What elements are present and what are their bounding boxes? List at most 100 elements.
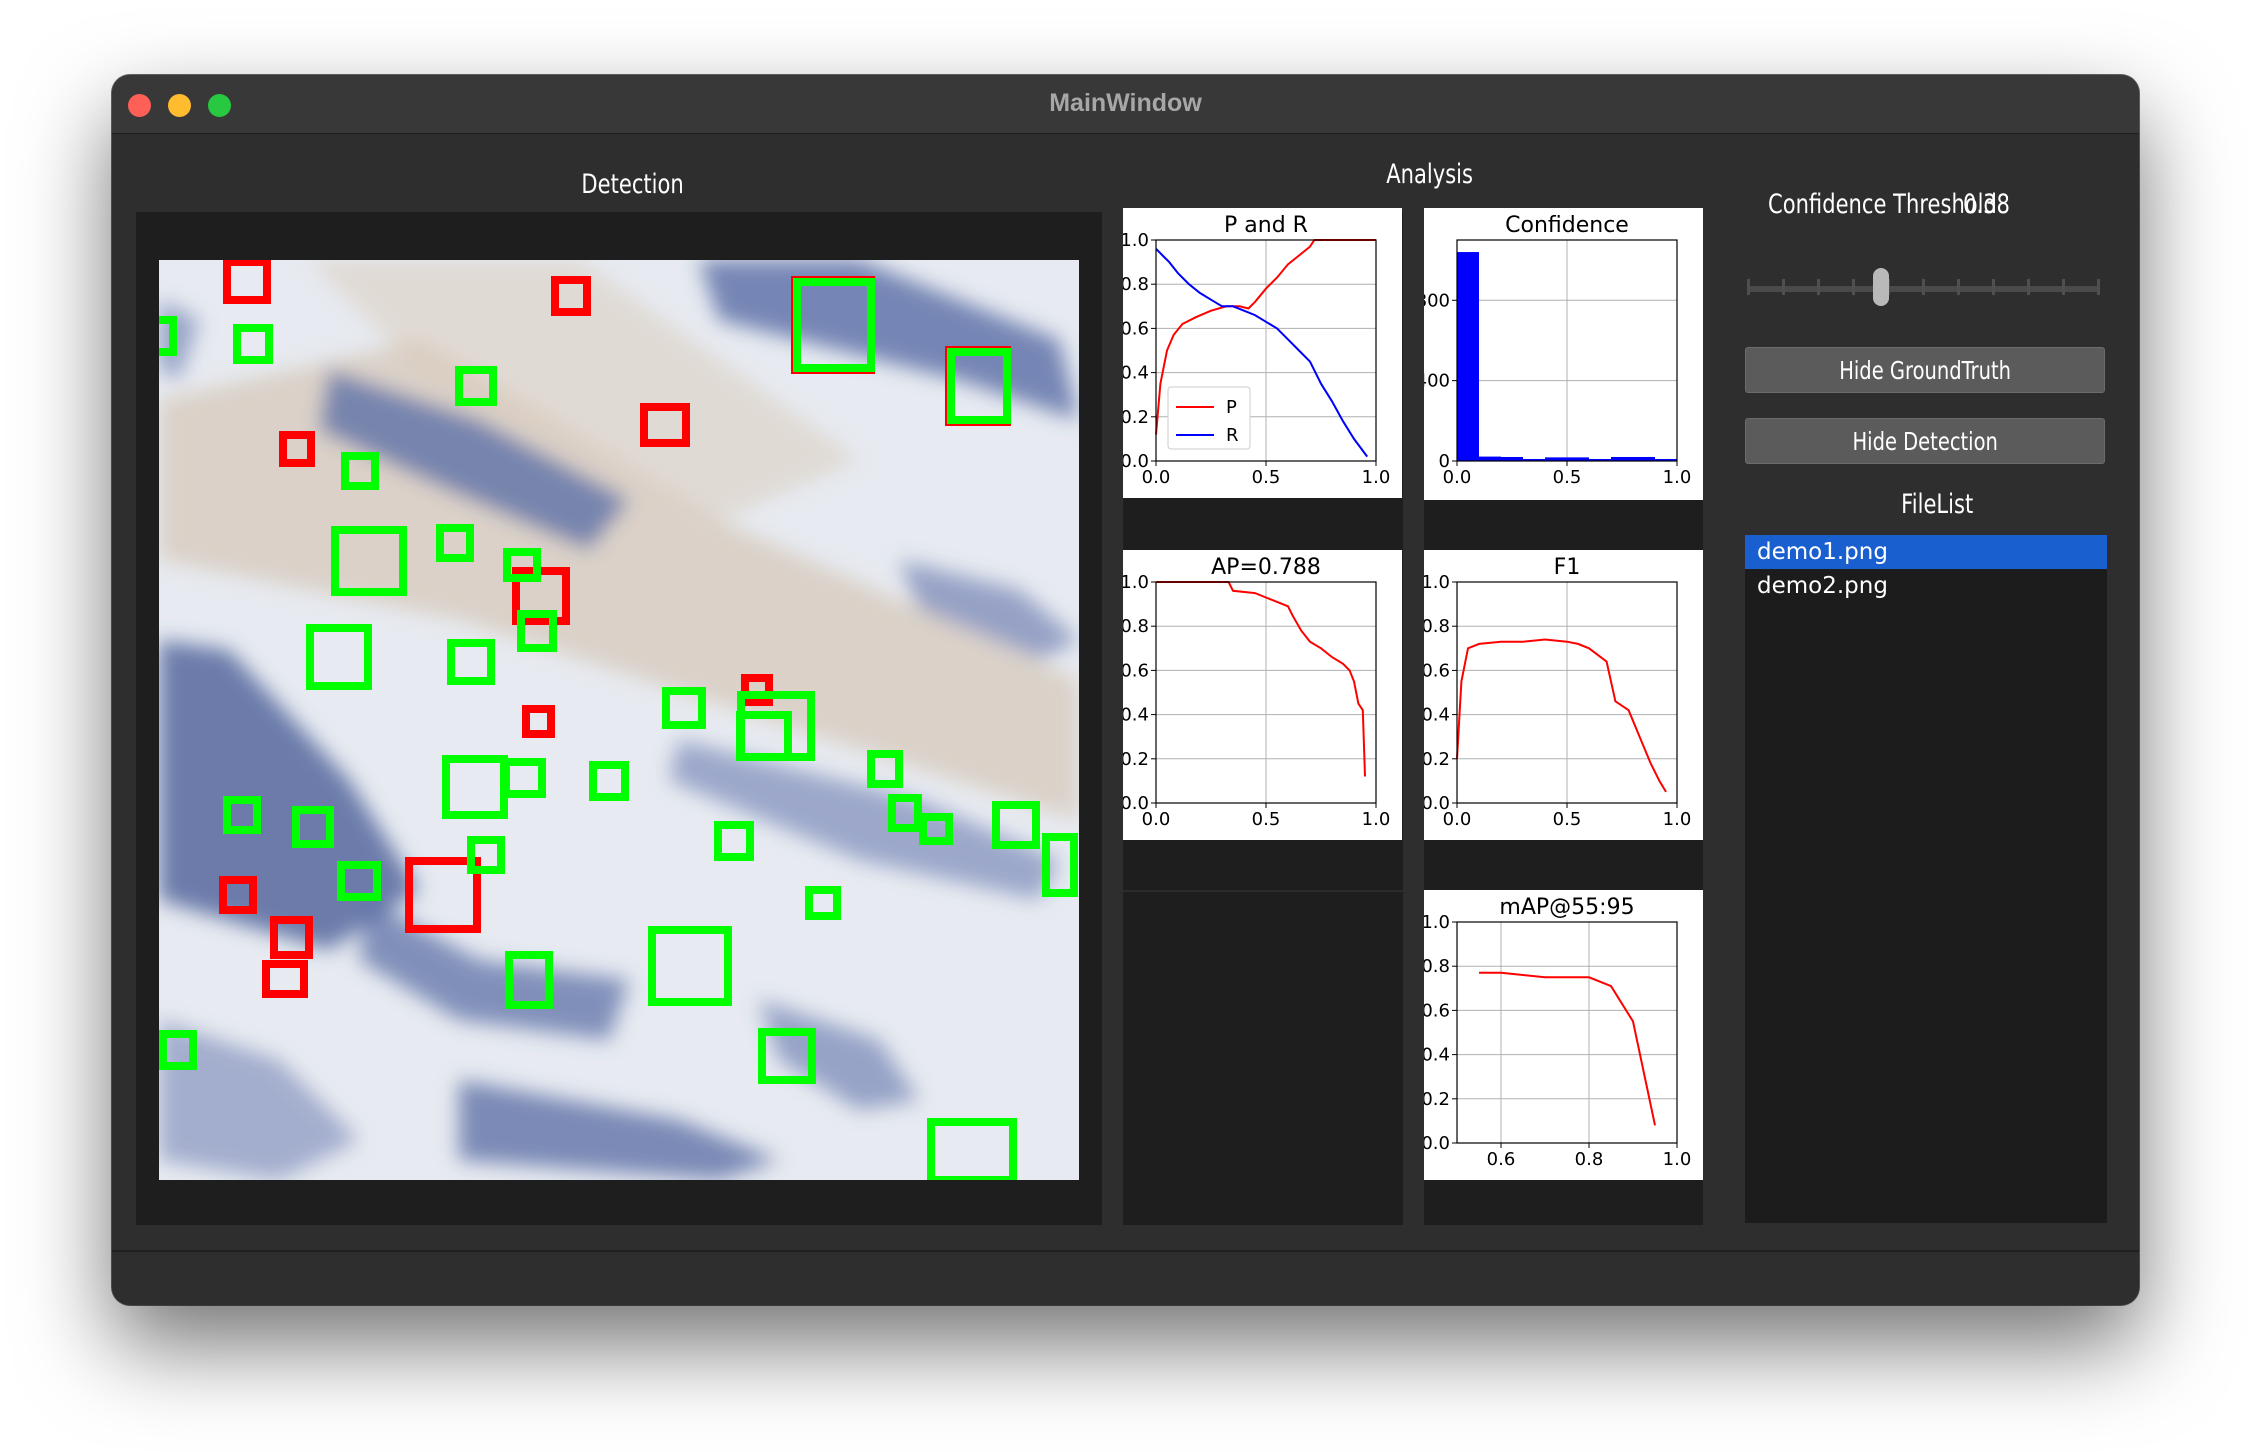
- detection-box: [867, 750, 903, 788]
- detection-box: [223, 796, 261, 834]
- y-tick-label: 0.0: [1123, 451, 1149, 472]
- minimize-window-button[interactable]: [168, 94, 191, 117]
- groundtruth-box: [551, 276, 591, 316]
- file-item-demo2[interactable]: demo2.png: [1757, 573, 1888, 599]
- x-tick-label: 1.0: [1362, 809, 1391, 830]
- threshold-slider-handle[interactable]: [1872, 268, 1889, 306]
- histogram-bar: [1479, 456, 1501, 461]
- groundtruth-box: [522, 705, 555, 738]
- groundtruth-box: [741, 674, 773, 706]
- legend-label: P: [1226, 397, 1237, 418]
- slider-tick: [1922, 279, 1925, 295]
- chart-title: mAP@55:95: [1499, 895, 1634, 920]
- hide-groundtruth-button[interactable]: Hide GroundTruth: [1745, 347, 2105, 393]
- detection-box: [447, 639, 495, 685]
- histogram-bar: [1655, 458, 1677, 461]
- legend-label: R: [1226, 425, 1239, 446]
- y-tick-label: 0.6: [1123, 660, 1149, 681]
- detection-box: [505, 951, 553, 1009]
- slider-tick: [1852, 279, 1855, 295]
- x-tick-label: 0.0: [1443, 809, 1472, 830]
- detection-box: [306, 624, 372, 690]
- detection-box: [758, 1028, 816, 1084]
- confidence-chart: Confidence 0.0 0.5 1.0 0 400 800: [1424, 208, 1703, 500]
- x-tick-label: 0.0: [1443, 467, 1472, 488]
- groundtruth-box: [405, 857, 481, 933]
- detection-box: [467, 836, 505, 874]
- threshold-value: 0.38: [1963, 189, 2010, 220]
- window-title: MainWindow: [1049, 89, 1202, 117]
- y-tick-label: 1.0: [1424, 572, 1450, 593]
- histogram-bar: [1611, 456, 1633, 461]
- x-tick-label: 0.5: [1553, 467, 1582, 488]
- y-tick-label: 0.2: [1123, 407, 1149, 428]
- f1-chart: F1 0.0 0.5 1.0 0.0 0.2 0.4 0.6 0.8 1.0: [1424, 550, 1703, 840]
- file-list: demo1.png demo2.png: [1745, 535, 2107, 1223]
- conf-chart-svg: Confidence 0.0 0.5 1.0 0 400 800: [1424, 213, 1692, 488]
- detection-box: [292, 806, 334, 848]
- detection-box: [159, 316, 177, 356]
- x-tick-label: 0.5: [1553, 809, 1582, 830]
- y-tick-label: 0.8: [1123, 616, 1149, 637]
- x-tick-label: 1.0: [1663, 467, 1692, 488]
- maximize-window-button[interactable]: [208, 94, 231, 117]
- detection-box: [589, 761, 629, 801]
- y-tick-label: 0.2: [1424, 749, 1450, 770]
- axes-frame: [1456, 581, 1678, 804]
- detection-box: [947, 348, 1011, 424]
- slider-tick: [1957, 279, 1960, 295]
- groundtruth-box: [270, 916, 313, 959]
- y-tick-label: 1.0: [1123, 230, 1149, 251]
- slider-tick: [2062, 279, 2065, 295]
- detection-box: [502, 758, 546, 798]
- detection-box: [455, 366, 497, 406]
- histogram-bar: [1589, 458, 1611, 461]
- close-window-button[interactable]: [128, 94, 151, 117]
- y-tick-label: 0.4: [1123, 363, 1149, 384]
- hide-detection-button[interactable]: Hide Detection: [1745, 418, 2105, 464]
- chart-title: P and R: [1224, 213, 1308, 238]
- y-tick-label: 0.0: [1424, 1133, 1450, 1154]
- detection-panel: [136, 212, 1102, 1225]
- slider-tick: [2097, 279, 2100, 295]
- x-tick-label: 0.8: [1575, 1149, 1604, 1170]
- detection-box: [927, 1118, 1017, 1180]
- ap-chart: AP=0.788 0.0 0.5 1.0 0.0 0.2 0.4 0.6 0.8 1.0: [1123, 550, 1402, 840]
- y-tick-label: 0.4: [1424, 1045, 1450, 1066]
- tissue-stain: [159, 260, 1079, 1180]
- slider-tick: [1817, 279, 1820, 295]
- analysis-label: Analysis: [1386, 159, 1474, 190]
- detection-box: [919, 813, 953, 845]
- detection-image: [159, 260, 1079, 1180]
- detection-box: [337, 861, 381, 901]
- chart-title: AP=0.788: [1211, 555, 1321, 580]
- slider-tick: [1782, 279, 1785, 295]
- y-tick-label: 0.8: [1123, 274, 1149, 295]
- hide-detection-label: Hide Detection: [1852, 426, 1998, 456]
- detection-box: [233, 324, 273, 364]
- file-item-demo1[interactable]: demo1.png: [1745, 535, 2107, 569]
- y-tick-label: 0.6: [1123, 318, 1149, 339]
- x-tick-label: 1.0: [1663, 809, 1692, 830]
- groundtruth-box: [640, 403, 690, 447]
- axes-frame: [1456, 239, 1678, 462]
- slider-tick: [1747, 279, 1750, 295]
- series-line-map: [1479, 971, 1656, 1126]
- status-bar: [112, 1250, 2139, 1305]
- legend-box: [1167, 386, 1251, 450]
- map-chart: mAP@55:95 0.6 0.8 1.0 0.0 0.2 0.4 0.6 0.8 1.0: [1424, 890, 1703, 1180]
- detection-box: [331, 526, 407, 596]
- y-tick-label: 800: [1424, 290, 1450, 311]
- groundtruth-box: [262, 960, 308, 998]
- axes-frame: [1456, 921, 1678, 1144]
- detection-box: [805, 886, 841, 920]
- y-tick-label: 0.4: [1123, 705, 1149, 726]
- detection-box: [648, 926, 732, 1006]
- series-line-R: [1155, 248, 1369, 458]
- y-tick-label: 0.0: [1123, 793, 1149, 814]
- main-window: MainWindow Detection: [112, 75, 2139, 1305]
- y-tick-label: 0.2: [1123, 749, 1149, 770]
- detection-box: [517, 610, 557, 652]
- axes-frame: [1155, 581, 1377, 804]
- y-tick-label: 0.8: [1424, 616, 1450, 637]
